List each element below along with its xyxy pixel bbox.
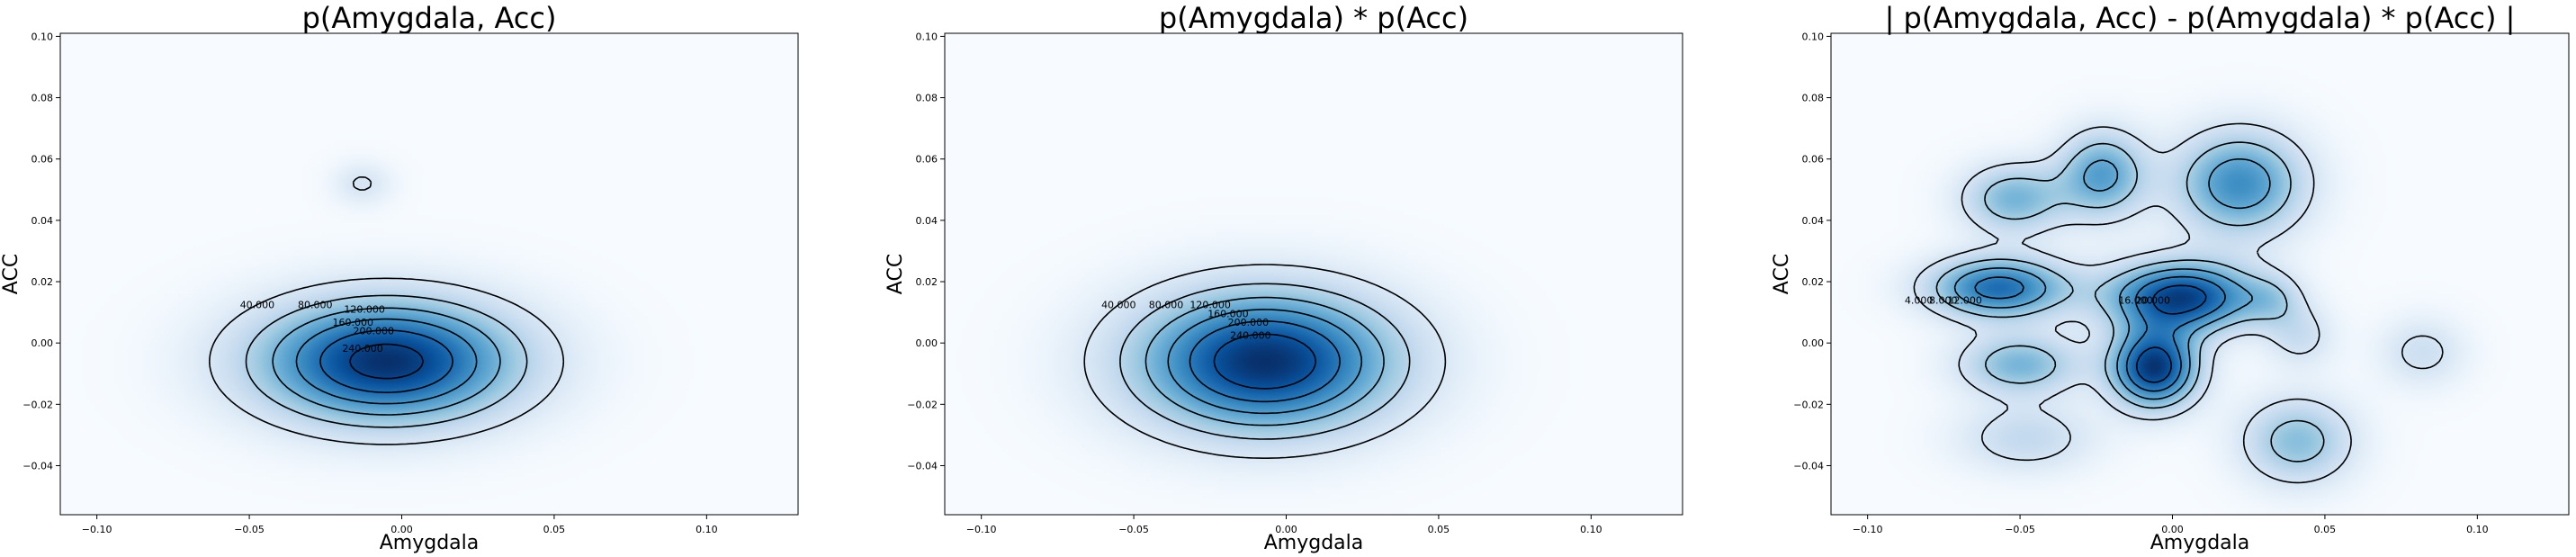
contour-label: 40.000	[1101, 300, 1136, 311]
contour-label: 200.000	[353, 326, 394, 337]
contour-label: 80.000	[1149, 300, 1184, 311]
y-tick-label: 0.02	[31, 276, 54, 288]
contour-line-160	[295, 318, 478, 405]
y-tick-label: −0.02	[22, 399, 53, 410]
contour-label: 4.000	[1905, 295, 1934, 307]
contour-label: 200.000	[1228, 317, 1270, 328]
contour-label: 8.000	[1929, 295, 1958, 307]
contour-line-200	[1189, 320, 1341, 403]
y-tick-label: −0.02	[907, 399, 938, 410]
contour-line-12	[1953, 158, 2271, 400]
contour-line-80	[1119, 283, 1411, 440]
y-tick-label: 0.10	[916, 31, 938, 42]
y-tick-label: 0.08	[31, 93, 54, 104]
x-tick-label: 0.00	[2161, 524, 2184, 535]
y-tick-label: 0.04	[1802, 215, 1825, 227]
y-tick-label: 0.06	[31, 154, 54, 166]
contour-line-240	[349, 343, 424, 380]
x-axis-label: Amygdala	[380, 532, 480, 554]
x-tick-label: −0.10	[966, 524, 997, 535]
contour-line-120	[1144, 296, 1385, 427]
x-tick-label: 0.05	[2314, 524, 2337, 535]
y-tick-label: 0.02	[1802, 276, 1825, 288]
contour-label: 240.000	[342, 343, 383, 355]
contour-label: 20.000	[2136, 295, 2171, 307]
x-tick-label: 0.05	[543, 524, 566, 535]
y-tick-label: 0.00	[1802, 337, 1825, 349]
x-tick-label: 0.05	[1428, 524, 1450, 535]
y-tick-label: 0.06	[916, 154, 938, 166]
axes-frame	[944, 32, 1683, 516]
axes-frame	[59, 32, 799, 516]
contour-line-240	[1213, 333, 1316, 390]
x-tick-label: −0.10	[1853, 524, 1883, 535]
chart-title: | p(Amygdala, Acc) - p(Amygdala) * p(Acc…	[1885, 1, 2516, 35]
contour-label: 160.000	[333, 317, 374, 328]
x-tick-label: 0.00	[390, 524, 413, 535]
contour-label: 120.000	[344, 303, 385, 315]
contour-line-40	[209, 176, 565, 445]
contour-line-8	[1935, 141, 2325, 463]
y-tick-label: −0.04	[907, 460, 938, 472]
x-tick-label: −0.05	[234, 524, 265, 535]
x-tick-label: 0.10	[1580, 524, 1602, 535]
y-tick-label: 0.04	[916, 215, 938, 227]
y-tick-label: 0.00	[31, 337, 54, 349]
heatmap-image	[945, 33, 1683, 515]
contour-line-20	[2135, 284, 2207, 383]
x-tick-label: 0.10	[696, 524, 718, 535]
y-tick-label: 0.04	[31, 215, 54, 227]
y-tick-label: 0.08	[1802, 93, 1825, 104]
x-tick-label: −0.10	[82, 524, 112, 535]
y-tick-label: 0.02	[916, 276, 938, 288]
y-tick-label: 0.00	[916, 337, 938, 349]
axes-frame	[1830, 32, 2570, 516]
y-axis-label: ACC	[0, 254, 22, 294]
y-tick-label: 0.06	[1802, 154, 1825, 166]
x-tick-label: −0.05	[2005, 524, 2035, 535]
y-tick-label: −0.02	[1793, 399, 1824, 410]
contour-label: 120.000	[1189, 300, 1231, 311]
contour-line-120	[272, 307, 501, 416]
y-axis-label: ACC	[1771, 254, 1793, 294]
x-tick-label: −0.05	[1118, 524, 1149, 535]
x-tick-label: 0.00	[1275, 524, 1297, 535]
x-axis-label: Amygdala	[1264, 532, 1364, 554]
chart-title: p(Amygdala, Acc)	[302, 1, 557, 35]
contour-label: 12.000	[1947, 295, 1982, 307]
contour-line-4	[1913, 122, 2444, 484]
contour-line-200	[319, 329, 453, 393]
chart-title: p(Amygdala) * p(Acc)	[1159, 1, 1468, 35]
contour-line-40	[1083, 264, 1447, 459]
contour-label: 160.000	[1207, 308, 1249, 319]
y-tick-label: 0.08	[916, 93, 938, 104]
x-tick-label: 0.10	[2466, 524, 2489, 535]
y-tick-label: −0.04	[1793, 460, 1824, 472]
heatmap-image	[1831, 33, 2569, 515]
contour-line-160	[1167, 309, 1363, 415]
contour-label: 16.000	[2118, 295, 2153, 307]
y-tick-label: 0.10	[1802, 31, 1825, 42]
y-axis-label: ACC	[884, 254, 907, 294]
x-axis-label: Amygdala	[2150, 532, 2250, 554]
y-tick-label: −0.04	[22, 460, 53, 472]
contour-line-80	[245, 294, 528, 428]
contour-line-16	[1974, 275, 2226, 392]
contour-label: 40.000	[240, 300, 275, 311]
heatmap-image	[60, 33, 798, 515]
y-tick-label: 0.10	[31, 31, 54, 42]
contour-label: 240.000	[1230, 330, 1271, 342]
contour-label: 80.000	[298, 300, 333, 311]
